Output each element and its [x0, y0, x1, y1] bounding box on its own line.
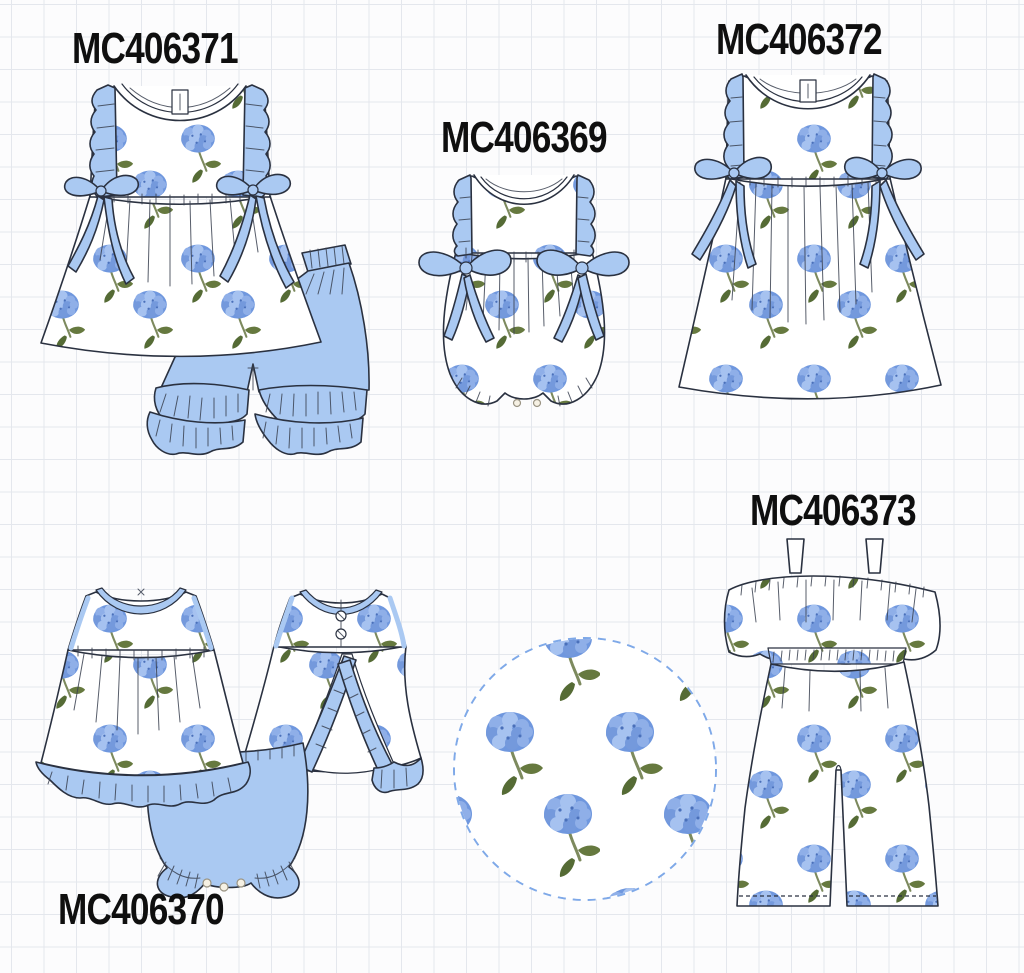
product-code-label-MC406372: MC406372 — [716, 15, 883, 64]
product-code-label-MC406369: MC406369 — [441, 113, 608, 162]
product-MC406371-illustration — [40, 83, 370, 456]
side-bows — [63, 173, 295, 289]
product-MC406372-illustration — [678, 73, 942, 400]
product-code-label-MC406370: MC406370 — [58, 885, 225, 934]
fabric-swatch-illustration — [453, 637, 717, 901]
side-bows — [691, 156, 925, 269]
product-MC406370-illustration — [35, 587, 424, 899]
product-code-label-MC406371: MC406371 — [72, 24, 239, 73]
product-MC406369-illustration — [418, 174, 630, 408]
ruffle-tunic-top — [40, 83, 322, 358]
product-code-label-MC406373: MC406373 — [750, 486, 917, 535]
side-bows — [418, 249, 630, 343]
tunic-front-view — [35, 587, 251, 808]
tunic-back-view — [238, 589, 424, 796]
product-MC406373-illustration — [723, 538, 941, 907]
